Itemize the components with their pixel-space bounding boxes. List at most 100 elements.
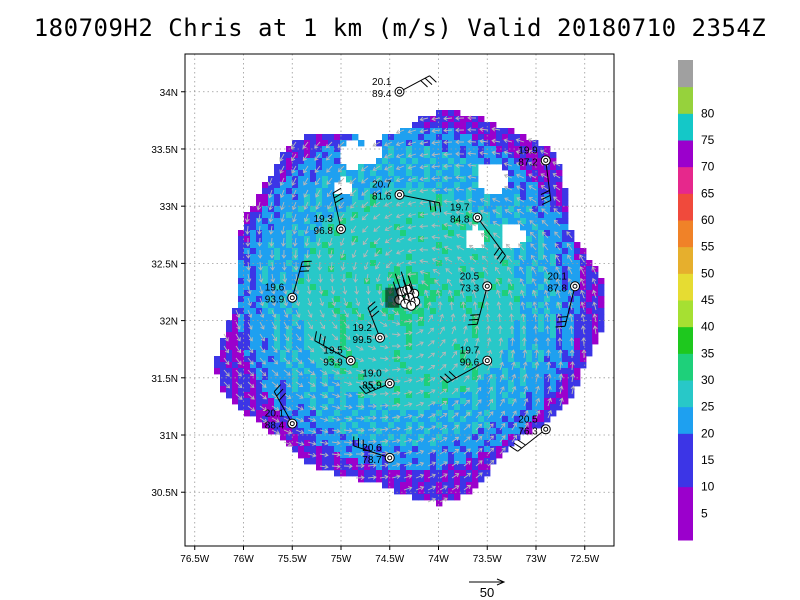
wind-cell bbox=[544, 260, 551, 267]
wind-cell bbox=[268, 194, 275, 201]
wind-cell bbox=[490, 146, 497, 153]
wind-vector bbox=[568, 313, 574, 323]
wind-cell bbox=[550, 170, 557, 177]
wind-cell bbox=[472, 470, 479, 477]
wind-cell bbox=[286, 332, 293, 339]
wind-cell bbox=[556, 212, 563, 219]
wind-cell bbox=[430, 374, 437, 381]
wind-cell bbox=[568, 332, 575, 339]
wind-cell bbox=[388, 182, 395, 189]
wind-vector bbox=[531, 277, 537, 287]
wind-cell bbox=[370, 242, 377, 249]
wind-cell bbox=[568, 230, 575, 237]
wind-cell bbox=[328, 272, 335, 279]
wind-cell bbox=[388, 158, 395, 165]
wind-cell bbox=[298, 386, 305, 393]
wind-vector bbox=[475, 423, 483, 431]
wind-cell bbox=[388, 398, 395, 405]
wind-cell bbox=[394, 164, 401, 171]
wind-cell bbox=[352, 302, 359, 309]
wind-cell bbox=[388, 374, 395, 381]
wind-cell bbox=[244, 260, 251, 267]
wind-cell bbox=[478, 386, 485, 393]
wind-vector bbox=[580, 325, 586, 335]
wind-vector bbox=[331, 333, 339, 341]
wind-cell bbox=[586, 308, 593, 315]
wind-cell bbox=[262, 242, 269, 249]
wind-cell bbox=[334, 326, 341, 333]
wind-cell bbox=[220, 380, 227, 387]
wind-cell bbox=[292, 398, 299, 405]
wind-cell bbox=[424, 380, 431, 387]
wind-cell bbox=[322, 266, 329, 273]
wind-cell bbox=[352, 458, 359, 465]
wind-cell bbox=[598, 290, 605, 297]
wind-cell bbox=[370, 416, 377, 423]
wind-cell bbox=[538, 392, 545, 399]
wind-cell bbox=[334, 338, 341, 345]
wind-cell bbox=[340, 452, 347, 459]
wind-cell bbox=[562, 260, 569, 267]
wind-cell bbox=[598, 308, 605, 315]
wind-vector bbox=[257, 225, 262, 235]
wind-vector bbox=[247, 345, 254, 354]
wind-vector bbox=[307, 417, 317, 423]
wind-vector bbox=[570, 385, 576, 395]
wind-cell bbox=[478, 188, 485, 195]
wind-cell bbox=[454, 254, 461, 261]
wind-cell bbox=[598, 314, 605, 321]
wind-cell bbox=[490, 290, 497, 297]
wind-cell bbox=[316, 236, 323, 243]
wind-cell bbox=[442, 206, 449, 213]
wind-vector bbox=[439, 461, 448, 467]
wind-cell bbox=[496, 206, 503, 213]
wind-cell bbox=[472, 422, 479, 429]
wind-cell bbox=[268, 266, 275, 273]
wind-cell bbox=[460, 416, 467, 423]
wind-cell bbox=[544, 398, 551, 405]
wind-cell bbox=[424, 278, 431, 285]
wind-cell bbox=[502, 248, 509, 255]
wind-cell bbox=[550, 152, 557, 159]
wind-vector bbox=[547, 385, 552, 395]
wind-cell bbox=[346, 290, 353, 297]
wind-cell bbox=[436, 266, 443, 273]
wind-cell bbox=[508, 386, 515, 393]
wind-cell bbox=[502, 200, 509, 207]
wind-cell bbox=[538, 188, 545, 195]
wind-vector bbox=[355, 439, 365, 445]
wind-cell bbox=[382, 464, 389, 471]
wind-cell bbox=[358, 302, 365, 309]
wind-vector bbox=[384, 225, 393, 231]
wind-vector bbox=[271, 285, 276, 295]
wind-cell bbox=[376, 206, 383, 213]
wind-cell bbox=[394, 470, 401, 477]
wind-cell bbox=[508, 206, 515, 213]
wind-vector bbox=[499, 447, 506, 455]
station-circle-icon bbox=[384, 378, 395, 389]
wind-cell bbox=[454, 146, 461, 153]
wind-vector bbox=[270, 273, 276, 283]
wind-cell bbox=[292, 320, 299, 327]
wind-vector bbox=[443, 128, 453, 133]
wind-vector bbox=[223, 357, 230, 366]
wind-cell bbox=[520, 296, 527, 303]
wind-cell bbox=[406, 314, 413, 321]
colorbar-swatch bbox=[678, 300, 693, 328]
wind-vector bbox=[499, 361, 504, 371]
wind-cell bbox=[334, 290, 341, 297]
wind-cell bbox=[544, 236, 551, 243]
station-value-2: 85.9 bbox=[362, 381, 382, 392]
wind-vector bbox=[235, 357, 242, 365]
wind-cell bbox=[424, 320, 431, 327]
wind-cell bbox=[382, 458, 389, 465]
wind-cell bbox=[436, 296, 443, 303]
center-label-overlap bbox=[385, 287, 400, 308]
wind-cell bbox=[292, 224, 299, 231]
wind-cell bbox=[226, 374, 233, 381]
wind-cell bbox=[502, 188, 509, 195]
wind-cell bbox=[376, 374, 383, 381]
wind-cell bbox=[400, 434, 407, 441]
wind-vector bbox=[419, 224, 429, 229]
wind-cell bbox=[292, 368, 299, 375]
